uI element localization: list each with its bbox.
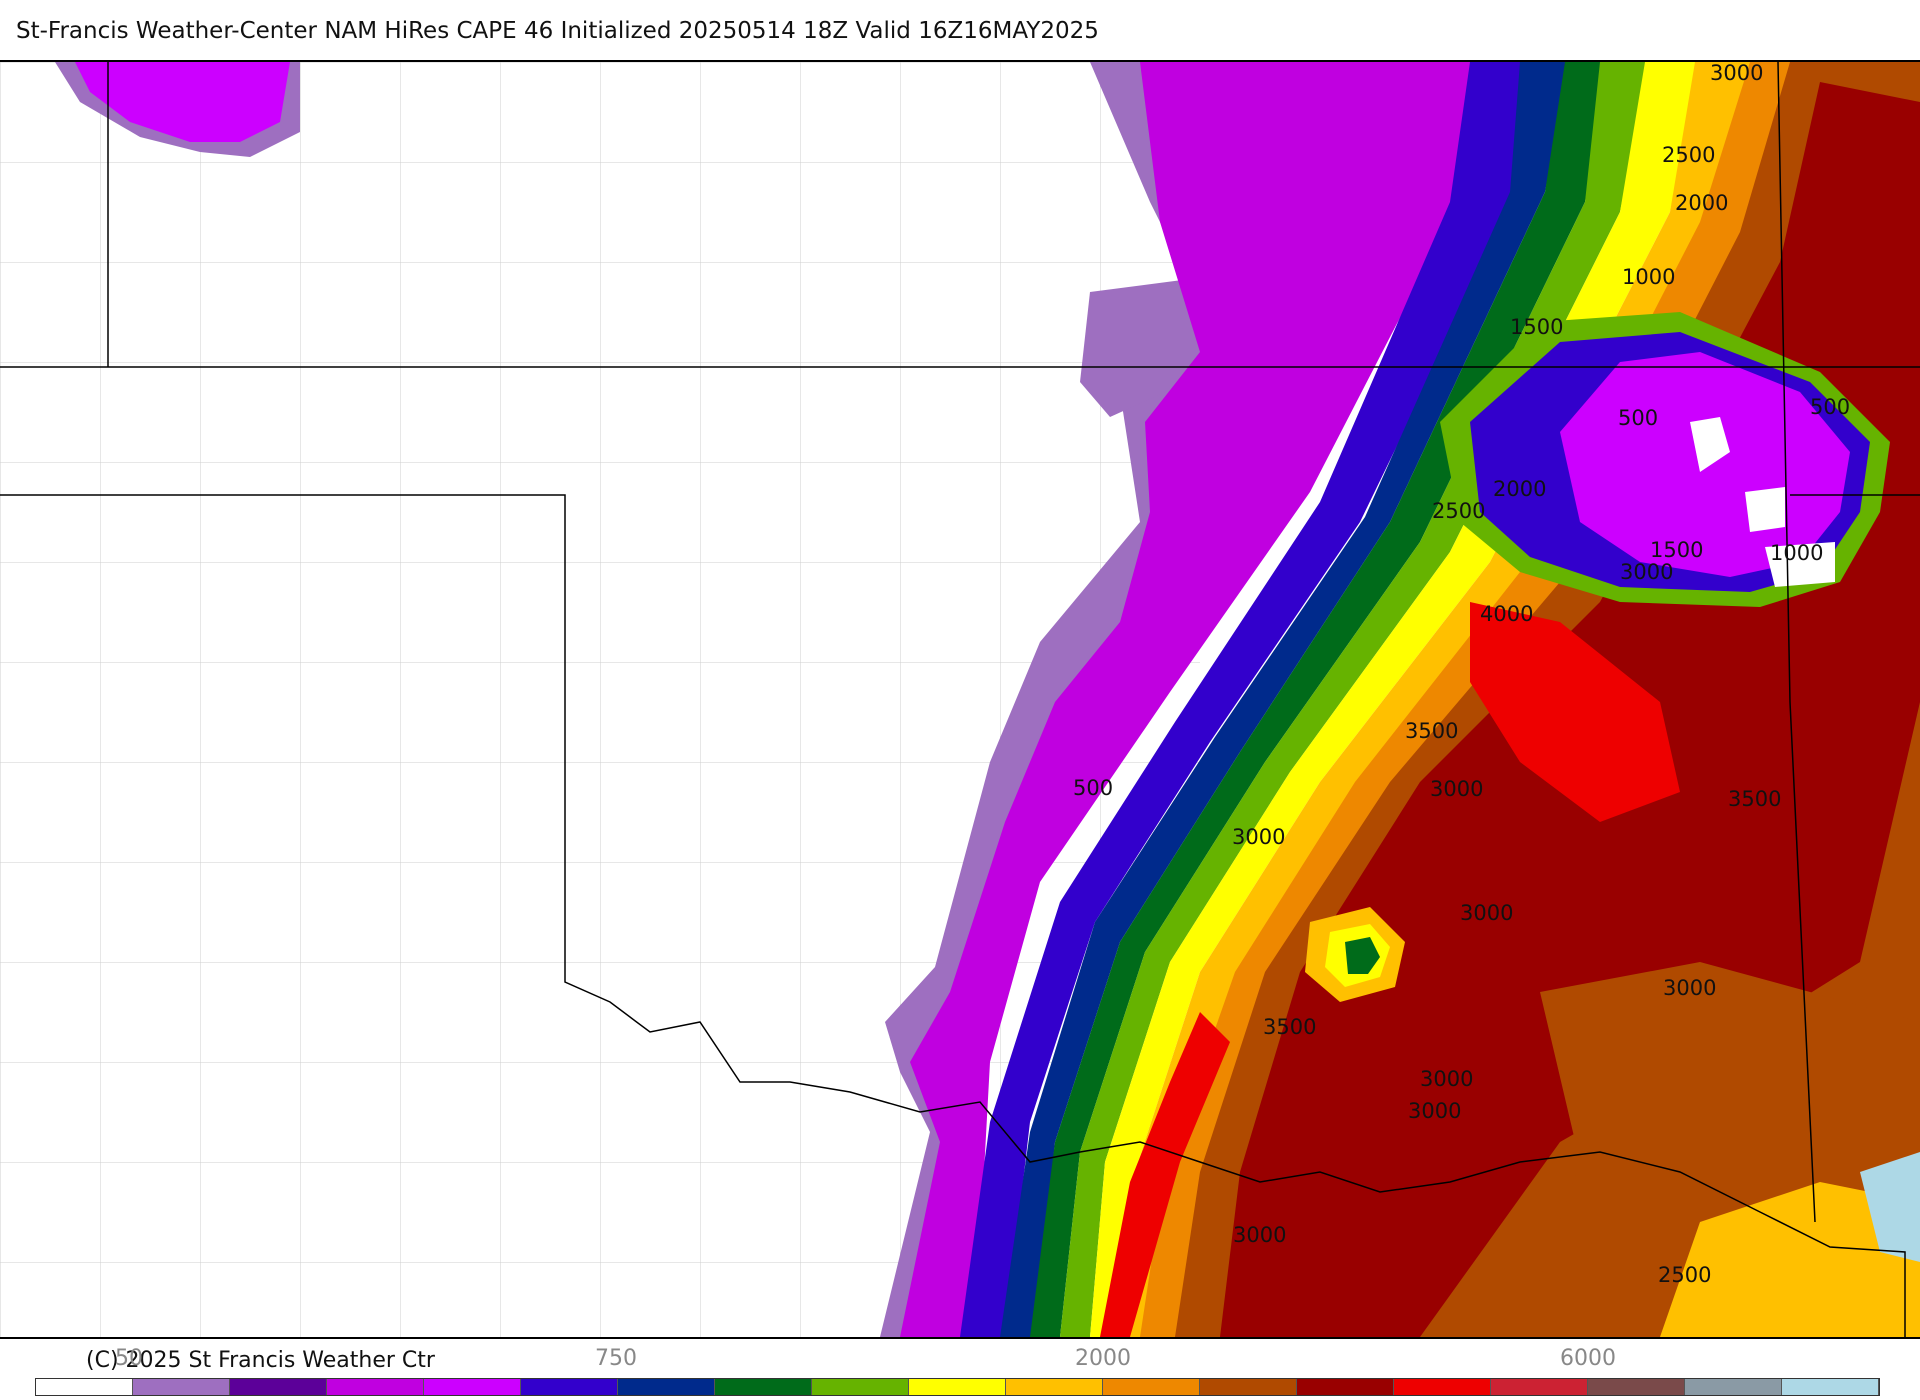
contour-label: 3000 [1408,1099,1461,1123]
colorbar-swatch [1103,1379,1200,1395]
contour-label: 3000 [1663,976,1716,1000]
contour-label: 2500 [1662,143,1715,167]
contour-label: 1500 [1510,315,1563,339]
contour-label: 500 [1618,406,1658,430]
colorbar-swatch [424,1379,521,1395]
colorbar-swatch [618,1379,715,1395]
contour-label: 2000 [1493,477,1546,501]
colorbar-swatch [1685,1379,1782,1395]
contour-label: 1000 [1622,265,1675,289]
cape-fill-layers [55,62,1920,1337]
contour-label: 3000 [1710,62,1763,85]
contour-label: 4000 [1480,602,1533,626]
cape-map-canvas: 3000 2500 2000 1000 1500 500 500 2000 2500 1500 10… [0,62,1920,1337]
copyright-text: (C) 2025 St Francis Weather Ctr [86,1348,435,1373]
contour-label: 2500 [1432,499,1485,523]
contour-label: 3500 [1728,787,1781,811]
contour-label: 3000 [1233,1223,1286,1247]
cape-map: 3000 2500 2000 1000 1500 500 500 2000 2500 1500 10… [0,60,1920,1339]
colorbar-swatch [1588,1379,1685,1395]
map-title: St-Francis Weather-Center NAM HiRes CAPE… [16,18,1099,44]
contour-label: 500 [1073,776,1113,800]
contour-label: 3000 [1460,901,1513,925]
map-footer: (C) 2025 St Francis Weather Ctr 50 750 2… [0,1340,1920,1400]
contour-label: 1500 [1650,538,1703,562]
colorbar-tick: 50 [115,1346,143,1371]
colorbar-swatch [36,1379,133,1395]
colorbar-swatch [909,1379,1006,1395]
colorbar-tick: 2000 [1075,1346,1131,1371]
cape-colorbar [35,1378,1880,1396]
colorbar-swatch [812,1379,909,1395]
colorbar-swatch [1491,1379,1588,1395]
contour-label: 1000 [1770,541,1823,565]
colorbar-swatch [1297,1379,1394,1395]
colorbar-swatch [1006,1379,1103,1395]
contour-labels: 3000 2500 2000 1000 1500 500 500 2000 2500 1500 10… [1073,62,1850,1287]
colorbar-swatch [1394,1379,1491,1395]
contour-label: 3000 [1620,560,1673,584]
colorbar-tick: 750 [595,1346,637,1371]
contour-label: 3000 [1420,1067,1473,1091]
contour-label: 500 [1810,395,1850,419]
contour-label: 3000 [1430,777,1483,801]
contour-label: 2500 [1658,1263,1711,1287]
colorbar-swatch [327,1379,424,1395]
colorbar-swatch [1200,1379,1297,1395]
colorbar-swatch [715,1379,812,1395]
contour-label: 3500 [1405,719,1458,743]
colorbar-swatch [133,1379,230,1395]
colorbar-tick: 6000 [1560,1346,1616,1371]
state-borders [0,62,1920,1337]
contour-label: 3000 [1232,825,1285,849]
contour-label: 3500 [1263,1015,1316,1039]
colorbar-swatch [230,1379,327,1395]
contour-label: 2000 [1675,191,1728,215]
colorbar-swatch [521,1379,618,1395]
colorbar-swatch [1782,1379,1879,1395]
